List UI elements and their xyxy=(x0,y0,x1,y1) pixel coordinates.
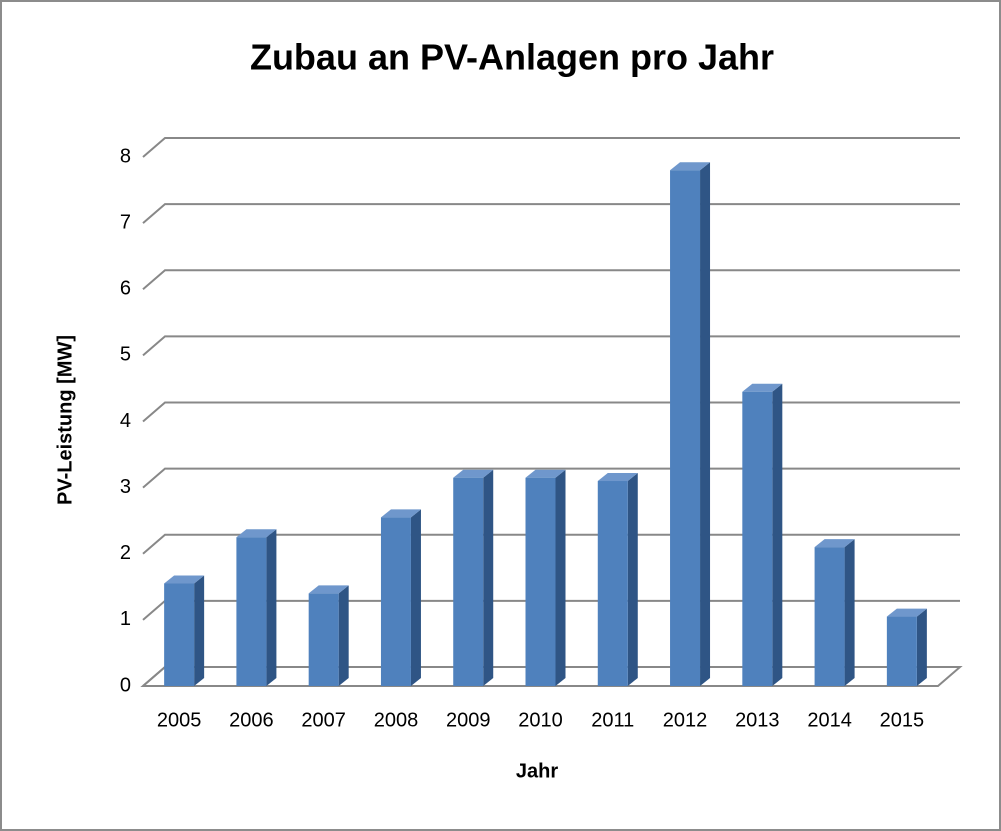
bar-side xyxy=(338,585,349,686)
y-tick-label: 2 xyxy=(120,542,131,564)
x-tick-label: 2006 xyxy=(229,709,274,731)
x-tick-label: 2005 xyxy=(157,709,202,731)
bar-side xyxy=(772,383,783,686)
bar xyxy=(886,608,927,686)
x-tick-label: 2015 xyxy=(880,709,925,731)
x-tick-label: 2010 xyxy=(518,709,563,731)
bar-front xyxy=(380,517,411,686)
bar xyxy=(814,539,855,686)
bar-side xyxy=(627,473,638,686)
bar-front xyxy=(236,537,267,686)
bar-front xyxy=(525,477,556,686)
bar-top xyxy=(670,162,711,171)
y-tick-label: 5 xyxy=(120,344,131,366)
bar-top xyxy=(886,608,927,617)
y-tick-label: 6 xyxy=(120,278,131,300)
bar-side xyxy=(844,539,855,686)
y-tick-label: 7 xyxy=(120,211,131,233)
y-axis-label: PV-Leistung [MW] xyxy=(54,335,76,505)
y-tick-label: 0 xyxy=(120,674,131,696)
bar-side xyxy=(700,162,711,687)
bar-side xyxy=(483,469,494,686)
bar-front xyxy=(308,593,339,686)
x-axis-label: Jahr xyxy=(516,760,558,782)
bar-top xyxy=(525,469,566,478)
bar-front xyxy=(164,583,195,686)
bar-side xyxy=(194,575,205,686)
bar-side xyxy=(916,608,927,686)
bar xyxy=(597,473,638,686)
y-tick-label: 8 xyxy=(120,145,131,167)
bar-top xyxy=(236,529,277,538)
bar-top xyxy=(597,473,638,482)
x-tick-label: 2014 xyxy=(807,709,852,731)
bar-top xyxy=(814,539,855,548)
bar-side xyxy=(410,509,421,686)
x-tick-label: 2013 xyxy=(735,709,780,731)
bar-front xyxy=(597,481,628,686)
bar xyxy=(380,509,421,686)
bar xyxy=(453,469,494,686)
bar-side xyxy=(555,469,566,686)
grid-line xyxy=(142,137,960,158)
bar xyxy=(236,529,277,686)
bar-front xyxy=(742,391,773,686)
bar-top xyxy=(453,469,494,478)
bar xyxy=(525,469,566,686)
bar xyxy=(670,162,711,687)
bar-front xyxy=(670,170,701,687)
bar-top xyxy=(742,383,783,392)
bar xyxy=(742,383,783,686)
y-tick-label: 4 xyxy=(120,410,131,432)
bar-front xyxy=(453,477,484,686)
x-tick-label: 2007 xyxy=(301,709,346,731)
x-tick-label: 2008 xyxy=(374,709,419,731)
bar xyxy=(164,575,205,686)
y-tick-label: 3 xyxy=(120,476,131,498)
y-tick-label: 1 xyxy=(120,608,131,630)
chart-title: Zubau an PV-Anlagen pro Jahr xyxy=(250,37,774,78)
bar-top xyxy=(164,575,205,584)
x-tick-label: 2012 xyxy=(663,709,708,731)
bar xyxy=(308,585,349,686)
bar-front xyxy=(886,616,917,686)
bar-side xyxy=(266,529,277,686)
x-tick-label: 2009 xyxy=(446,709,491,731)
bar-top xyxy=(380,509,421,518)
bar-top xyxy=(308,585,349,594)
x-tick-label: 2011 xyxy=(591,709,634,731)
bar-front xyxy=(814,547,845,686)
